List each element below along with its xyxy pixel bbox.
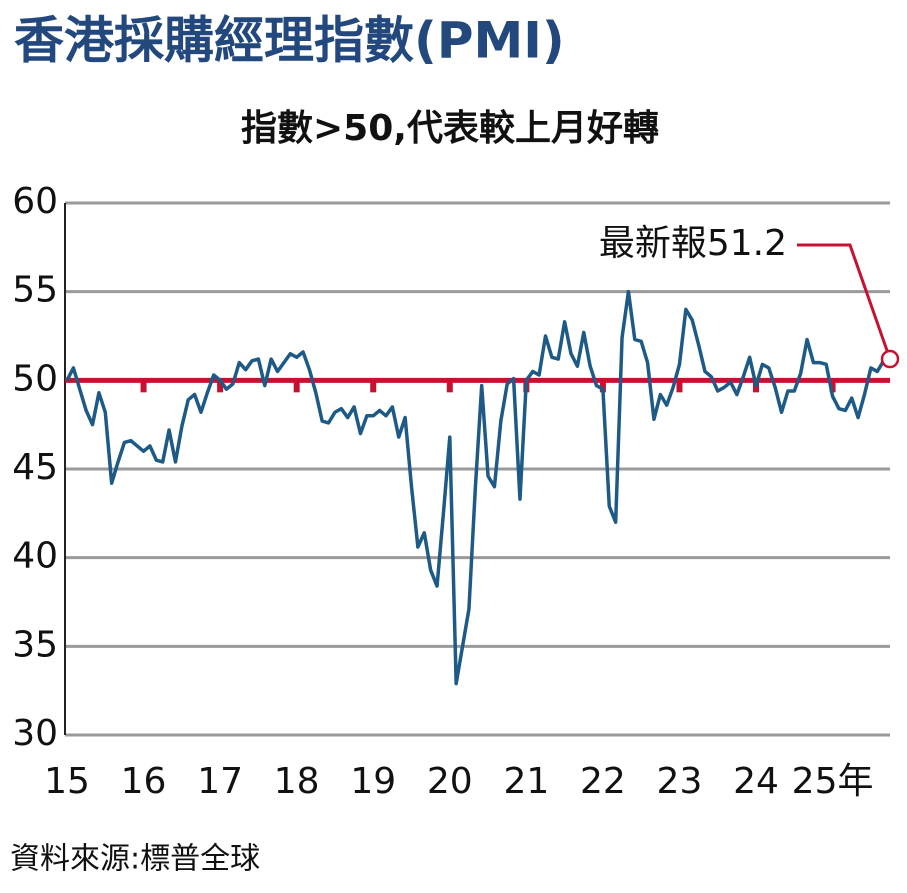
y-tick-label: 50 — [12, 358, 58, 399]
tick-mark — [446, 380, 453, 393]
tick-mark — [676, 380, 683, 393]
y-tick-label: 40 — [12, 536, 58, 577]
annotation: 最新報51.2 — [599, 223, 787, 264]
tick-mark — [829, 380, 836, 393]
chart-subtitle: 指數>50,代表較上月好轉 — [241, 108, 659, 149]
y-tick-label: 30 — [12, 713, 58, 754]
source-note: 資料來源:標普全球 — [10, 842, 260, 877]
y-tick-label: 45 — [12, 447, 58, 488]
x-tick-label: 16 — [121, 761, 167, 802]
tick-mark — [217, 380, 224, 393]
y-tick-label: 60 — [12, 181, 58, 222]
data-line — [65, 289, 891, 686]
x-tick-label: 17 — [197, 761, 243, 802]
y-tick-label: 35 — [12, 624, 58, 665]
x-tick-label: 21 — [503, 761, 549, 802]
x-tick-label: 18 — [274, 761, 320, 802]
tick-mark — [140, 380, 147, 393]
x-tick-label: 20 — [427, 761, 473, 802]
x-tick-label: 23 — [657, 761, 703, 802]
latest-point — [880, 349, 900, 369]
x-tick-label: 24 — [733, 761, 779, 802]
y-tick-label: 55 — [12, 270, 58, 311]
x-tick-label: 19 — [350, 761, 396, 802]
tick-mark — [370, 380, 377, 393]
x-tick-label: 22 — [580, 761, 626, 802]
x-tick-label: 15 — [44, 761, 90, 802]
chart-title: 香港採購經理指數(PMI) — [14, 12, 565, 70]
x-tick-label: 25年 — [792, 761, 874, 802]
annotation-leader — [797, 243, 892, 360]
tick-mark — [599, 380, 606, 393]
tick-mark — [293, 380, 300, 393]
